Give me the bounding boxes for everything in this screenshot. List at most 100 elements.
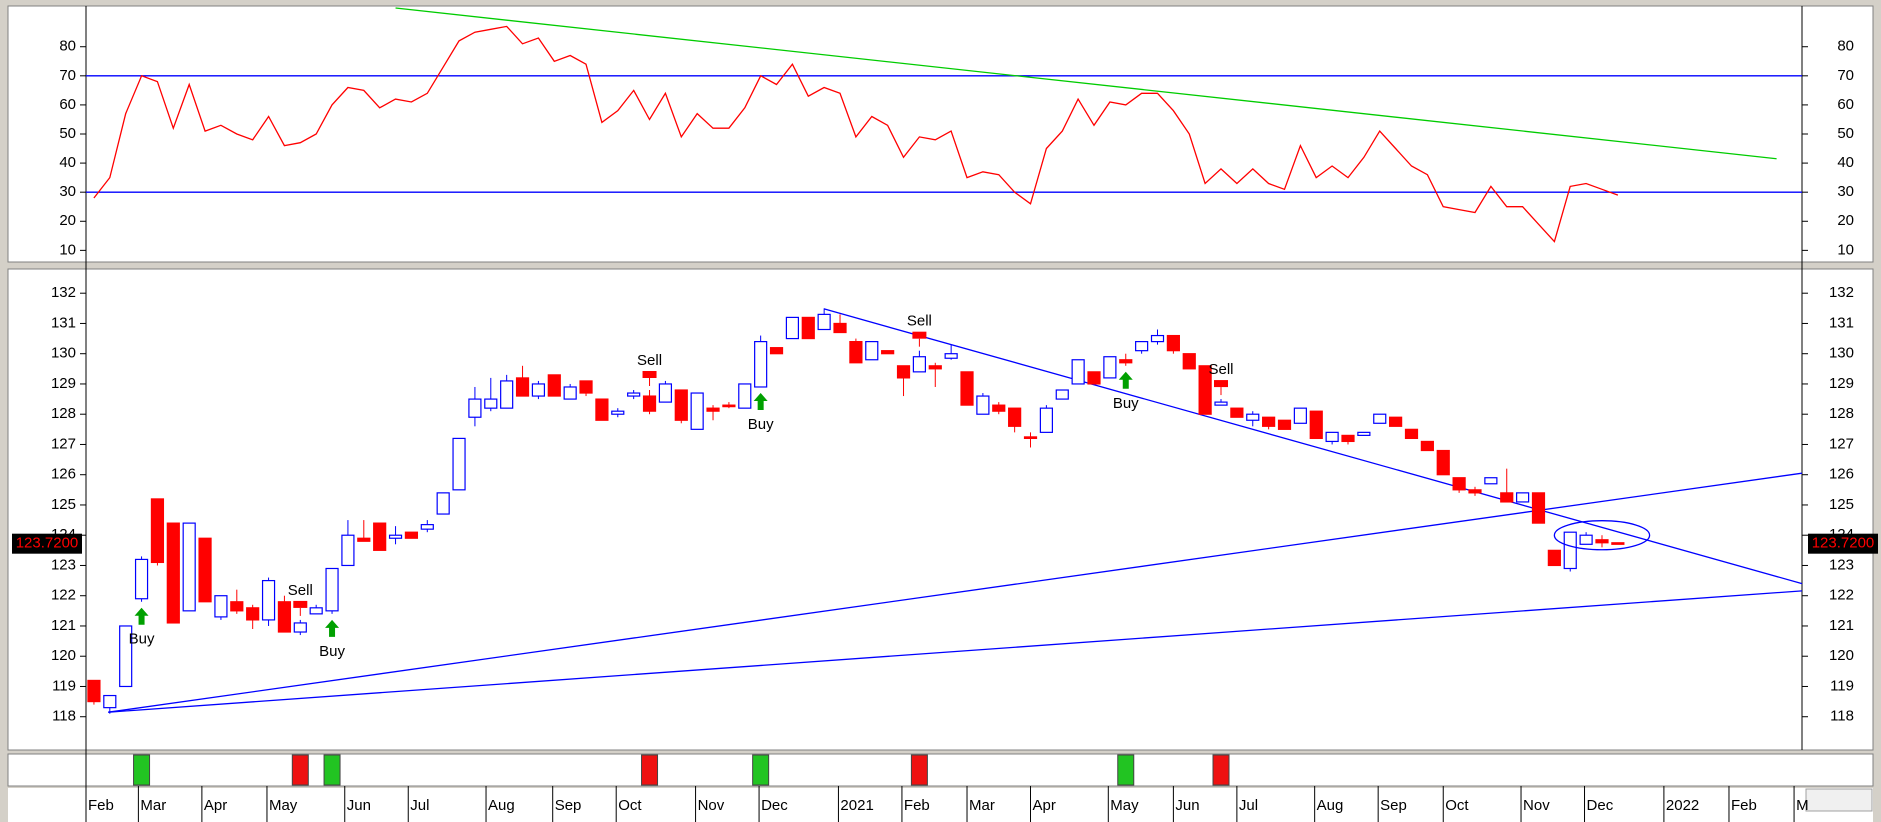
buy-arrow	[325, 619, 340, 637]
x-tick-label: Apr	[1033, 797, 1056, 814]
candle-body	[896, 365, 911, 379]
candle-body	[706, 407, 720, 412]
candle-body	[944, 353, 958, 359]
y-tick-label: 126	[51, 466, 76, 483]
x-tick-label: Sep	[1380, 797, 1407, 814]
candle-body	[1309, 410, 1323, 440]
candle-body	[1579, 534, 1593, 545]
candle-body	[547, 374, 561, 397]
candle-body	[1039, 407, 1053, 433]
candle-body	[1357, 431, 1371, 436]
candle-body	[103, 694, 117, 709]
candle-body	[246, 607, 260, 621]
y-tick-label-right: 123	[1829, 556, 1854, 573]
x-tick-label: Aug	[488, 797, 515, 814]
candle-body	[420, 524, 434, 530]
y-tick-label-right: 122	[1829, 587, 1854, 604]
candle-body	[468, 398, 482, 418]
candle-body	[1293, 407, 1307, 424]
sell-flag	[912, 331, 927, 339]
y-tick-label-right: 70	[1837, 67, 1854, 84]
candle-body	[531, 383, 546, 397]
candle-body	[388, 534, 403, 539]
candle-body	[1500, 492, 1514, 503]
x-tick-label: May	[269, 797, 298, 814]
trendline	[395, 7, 1777, 160]
y-tick-label-right: 20	[1837, 212, 1854, 229]
candle-body	[658, 383, 673, 403]
candle-body	[1563, 531, 1577, 570]
candle-body	[452, 437, 466, 491]
y-tick-label: 121	[51, 617, 76, 634]
y-tick-label: 50	[59, 125, 76, 142]
y-tick-label-right: 131	[1829, 314, 1854, 331]
candle-body	[960, 371, 974, 406]
y-tick-label-right: 125	[1829, 496, 1854, 513]
y-tick-label-right: 132	[1829, 284, 1854, 301]
x-tick-label: Sep	[555, 797, 582, 814]
y-tick-label: 40	[59, 154, 76, 171]
candle-body	[357, 537, 371, 542]
candle-body	[119, 625, 133, 688]
candle-body	[1166, 334, 1180, 352]
y-tick-label: 20	[59, 212, 76, 229]
candle-body	[674, 389, 688, 421]
candle-body	[1246, 413, 1260, 421]
candle-body	[325, 567, 339, 612]
candle-body	[293, 622, 307, 633]
signal-bar	[1117, 754, 1135, 786]
y-tick-label: 132	[51, 284, 76, 301]
buy-arrow	[1118, 371, 1133, 389]
candle-body	[515, 377, 530, 397]
candle-body	[404, 531, 419, 539]
scroll-box[interactable]	[1805, 788, 1873, 812]
y-tick-label-right: 128	[1829, 405, 1854, 422]
signal-bar	[323, 754, 341, 786]
x-tick-label: Jun	[1175, 797, 1199, 814]
candle-body	[1055, 389, 1069, 400]
candle-body	[817, 313, 831, 331]
price-marker-label-left: 123.7200	[16, 535, 79, 552]
x-tick-label: Dec	[1587, 797, 1614, 814]
candle-body	[1182, 353, 1196, 370]
annotation-ellipse	[1553, 520, 1651, 551]
sell-flag	[293, 600, 308, 608]
y-tick-label: 80	[59, 38, 76, 55]
y-tick-label-right: 119	[1830, 677, 1854, 694]
price-marker-box-left	[12, 533, 82, 554]
candle-body	[690, 392, 704, 430]
y-tick-label-right: 50	[1837, 125, 1854, 142]
x-tick-label: Nov	[1523, 797, 1550, 814]
signal-bar	[291, 754, 309, 786]
y-tick-label-right: 127	[1829, 435, 1854, 452]
candle-body	[484, 398, 498, 409]
trendline	[108, 590, 1803, 713]
y-tick-label-right: 121	[1829, 617, 1854, 634]
candle-body	[261, 579, 276, 621]
sell-flag	[642, 371, 657, 379]
y-tick-label: 127	[51, 435, 76, 452]
y-tick-label-right: 60	[1837, 96, 1854, 113]
signal-bar	[133, 754, 151, 786]
candle-body	[1277, 419, 1292, 430]
y-tick-label: 128	[51, 405, 76, 422]
candle-body	[579, 380, 593, 394]
candle-body	[1531, 492, 1546, 524]
x-tick-label: May	[1110, 797, 1139, 814]
y-tick-label: 30	[59, 183, 76, 200]
candle-body	[1087, 371, 1101, 385]
candle-body	[754, 341, 768, 388]
trendline	[108, 472, 1803, 713]
signal-bar	[641, 754, 659, 786]
candle-body	[1404, 428, 1419, 440]
candle-body	[1611, 542, 1625, 545]
candle-body	[134, 558, 149, 600]
signal-label: Sell	[637, 352, 662, 369]
signal-label: Sell	[907, 313, 932, 330]
signal-bar	[752, 754, 770, 786]
y-tick-label-right: 126	[1829, 466, 1854, 483]
candle-body	[801, 316, 815, 340]
candle-body	[1119, 359, 1133, 364]
candle-body	[833, 322, 847, 334]
buy-arrow	[134, 607, 149, 625]
